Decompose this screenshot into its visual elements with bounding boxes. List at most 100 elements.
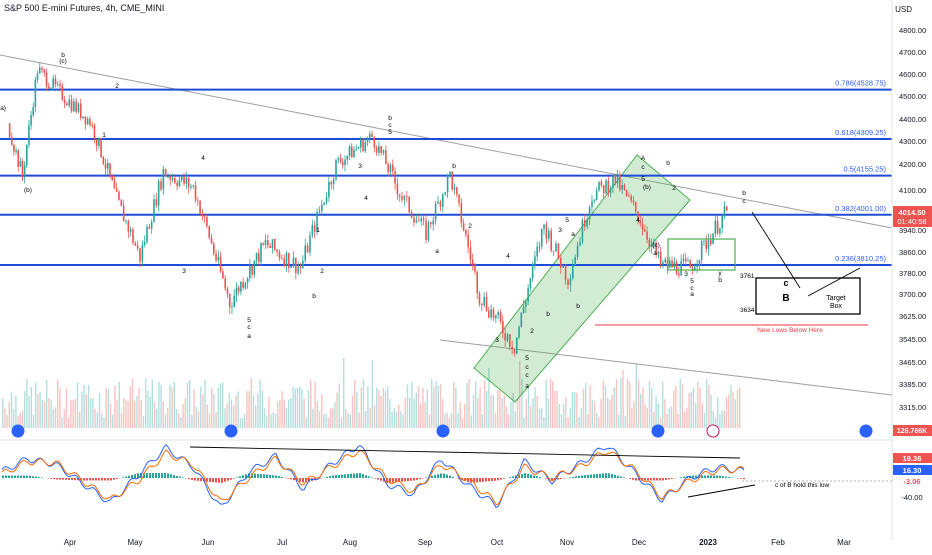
histogram-bar: [131, 475, 133, 478]
candle-body: [297, 267, 299, 273]
volume-bar: [222, 382, 223, 428]
volume-bar: [600, 399, 601, 428]
volume-bar: [484, 381, 485, 428]
histogram-bar: [164, 473, 166, 478]
volume-bar: [418, 386, 419, 428]
histogram-bar: [647, 478, 649, 480]
candle-body: [107, 163, 109, 169]
candle-body: [467, 235, 469, 248]
candle-body: [658, 252, 660, 255]
histogram-bar: [452, 477, 454, 478]
histogram-bar: [584, 475, 586, 478]
volume-bar: [627, 379, 628, 428]
volume-bar: [97, 413, 98, 428]
wave-label: (b): [24, 187, 32, 194]
wave-label: c: [388, 122, 392, 129]
volume-bar: [268, 397, 269, 428]
volume-bar: [341, 417, 342, 428]
histogram-bar: [149, 473, 151, 478]
histogram-bar: [278, 476, 280, 478]
candle-body: [676, 262, 678, 273]
volume-bar: [420, 404, 421, 428]
histogram-bar: [92, 478, 94, 480]
volume-bar: [361, 388, 362, 428]
volume-bar: [708, 385, 709, 428]
volume-bar: [391, 412, 392, 428]
volume-bar: [308, 390, 309, 428]
event-marker: [652, 425, 664, 437]
candle-body: [425, 221, 427, 240]
volume-bar: [42, 400, 43, 428]
candle-body: [52, 78, 54, 87]
volume-bar: [479, 387, 480, 428]
candle-body: [635, 202, 637, 211]
histogram-bar: [374, 478, 376, 479]
volume-bar: [462, 418, 463, 428]
volume-bar: [356, 391, 357, 428]
volume-bar: [372, 360, 373, 428]
x-tick-label: 2023: [699, 538, 717, 547]
histogram-bar: [332, 475, 334, 478]
histogram-bar: [578, 476, 580, 478]
candle-body: [390, 165, 392, 172]
candle-body: [553, 251, 555, 252]
osc-tag-label: 16.30: [903, 466, 922, 475]
candle-body: [165, 169, 167, 177]
volume-bar: [473, 395, 474, 428]
histogram-bar: [683, 477, 685, 478]
volume-bar: [149, 397, 150, 428]
candle-body: [80, 104, 82, 118]
candle-body: [78, 104, 80, 112]
histogram-bar: [614, 475, 616, 478]
candle-body: [344, 160, 346, 165]
volume-bar: [684, 412, 685, 428]
histogram-bar: [377, 478, 379, 480]
candle-body: [50, 88, 52, 89]
candle-body: [430, 222, 432, 224]
histogram-bar: [569, 477, 571, 478]
histogram-bar: [206, 478, 208, 482]
histogram-bar: [200, 478, 202, 481]
volume-bar: [15, 396, 16, 428]
wave-label: 3: [182, 268, 186, 275]
histogram-bar: [170, 474, 172, 478]
candle-body: [539, 247, 541, 248]
candle-body: [326, 197, 328, 202]
y-tick-label: 3545.00: [899, 335, 926, 344]
candle-body: [479, 293, 481, 303]
candle-body: [610, 188, 612, 193]
volume-bar: [499, 390, 500, 428]
volume-bar: [288, 400, 289, 428]
candle-body: [111, 175, 113, 180]
volume-bar: [442, 399, 443, 428]
candle-body: [546, 224, 548, 238]
osc-trendline: [190, 447, 740, 458]
volume-bar: [251, 378, 252, 428]
candle-body: [579, 242, 581, 246]
candle-body: [404, 196, 406, 200]
histogram-bar: [407, 478, 409, 481]
volume-bar: [561, 414, 562, 428]
x-tick-label: Apr: [64, 538, 77, 547]
histogram-bar: [155, 473, 157, 478]
candle-body: [397, 184, 399, 195]
volume-bar: [2, 398, 3, 428]
histogram-bar: [197, 478, 199, 481]
volume-bar: [255, 406, 256, 428]
volume-bar: [127, 401, 128, 428]
volume-bar: [233, 406, 234, 428]
histogram-bar: [440, 473, 442, 478]
x-tick-label: Feb: [771, 538, 785, 547]
candle-body: [87, 119, 89, 124]
volume-bar: [688, 393, 689, 428]
volume-bar: [614, 387, 615, 428]
volume-bar: [616, 379, 617, 428]
volume-bar: [422, 388, 423, 428]
volume-bar: [264, 408, 265, 428]
candle-body: [130, 229, 132, 231]
candle-body: [598, 182, 600, 191]
candle-body: [160, 181, 162, 189]
event-marker: [707, 425, 719, 437]
